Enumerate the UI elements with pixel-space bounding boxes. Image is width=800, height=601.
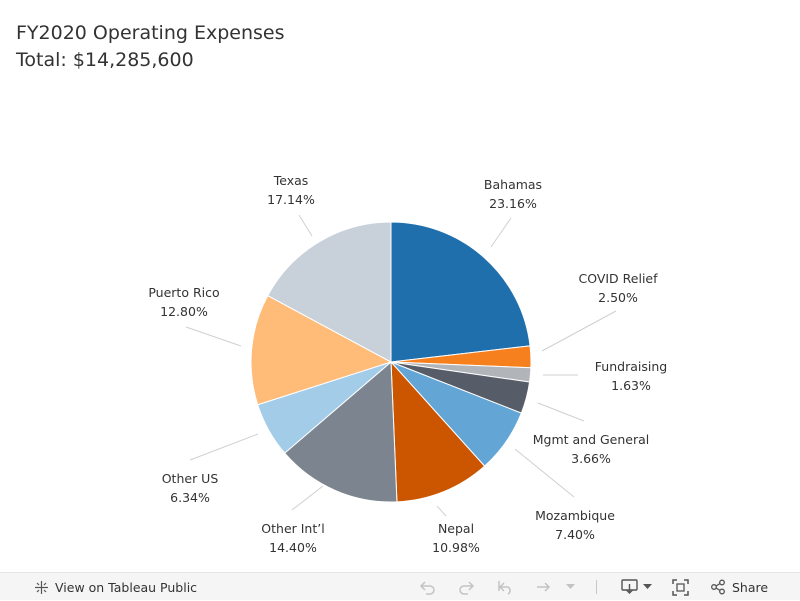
slice-label: Bahamas bbox=[484, 177, 542, 192]
title-block: FY2020 Operating Expenses Total: $14,285… bbox=[16, 20, 285, 74]
slice-label: Nepal bbox=[438, 521, 474, 536]
view-on-tableau-label: View on Tableau Public bbox=[55, 579, 198, 595]
leader-line bbox=[185, 326, 242, 347]
pie-slice[interactable] bbox=[390, 360, 486, 503]
slice-label: Texas bbox=[273, 173, 309, 188]
redo-button[interactable] bbox=[457, 573, 475, 601]
slice-label: Mozambique bbox=[535, 508, 615, 523]
refresh-dropdown[interactable] bbox=[566, 573, 575, 601]
chevron-down-icon bbox=[643, 584, 652, 590]
slice-percent-label: 14.40% bbox=[269, 540, 317, 555]
refresh-icon bbox=[535, 579, 553, 595]
fullscreen-button[interactable] bbox=[672, 573, 689, 601]
slice-percent-label: 23.16% bbox=[489, 196, 537, 211]
tableau-icon bbox=[34, 580, 49, 595]
pie-slices bbox=[250, 221, 532, 503]
refresh-button[interactable] bbox=[535, 573, 553, 601]
revert-button[interactable] bbox=[497, 573, 515, 601]
leader-line bbox=[541, 310, 617, 352]
slice-percent-label: 17.14% bbox=[267, 192, 315, 207]
leader-line bbox=[514, 448, 575, 498]
pie-chart: Bahamas 23.16% COVID Relief 2.50% Fundraisin… bbox=[148, 173, 667, 555]
leader-line bbox=[436, 505, 447, 517]
redo-icon bbox=[457, 579, 475, 595]
revert-icon bbox=[497, 579, 515, 595]
slice-percent-label: 7.40% bbox=[555, 527, 595, 542]
chevron-down-icon bbox=[566, 584, 575, 590]
view-on-tableau-link[interactable]: View on Tableau Public bbox=[34, 573, 197, 601]
slice-percent-label: 1.63% bbox=[611, 378, 651, 393]
share-label: Share bbox=[732, 579, 769, 595]
slice-percent-label: 12.80% bbox=[160, 304, 208, 319]
undo-button[interactable] bbox=[419, 573, 437, 601]
toolbar-divider bbox=[596, 580, 597, 594]
leader-line bbox=[298, 214, 313, 237]
slice-label: Other Int’l bbox=[261, 521, 324, 536]
slice-percent-label: 2.50% bbox=[598, 290, 638, 305]
download-icon bbox=[621, 579, 639, 595]
share-button[interactable]: Share bbox=[710, 573, 768, 601]
slice-label: Fundraising bbox=[595, 359, 667, 374]
leader-line bbox=[537, 402, 585, 422]
slice-label: Puerto Rico bbox=[148, 285, 219, 300]
chart-title: FY2020 Operating Expenses bbox=[16, 22, 285, 44]
fullscreen-icon bbox=[672, 578, 689, 596]
pie-slice[interactable] bbox=[250, 294, 393, 406]
pie-slice[interactable] bbox=[390, 221, 531, 363]
slice-percent-label: 10.98% bbox=[432, 540, 480, 555]
pie-slice[interactable] bbox=[283, 360, 398, 503]
leader-line bbox=[189, 433, 259, 461]
share-icon bbox=[710, 579, 726, 595]
slice-percent-label: 3.66% bbox=[571, 451, 611, 466]
leader-line bbox=[490, 217, 512, 248]
tableau-toolbar: View on Tableau Public bbox=[0, 572, 800, 600]
slice-percent-label: 6.34% bbox=[170, 490, 210, 505]
slice-label: Mgmt and General bbox=[533, 432, 650, 447]
chart-subtitle: Total: $14,285,600 bbox=[16, 49, 194, 71]
slice-label: Other US bbox=[162, 471, 219, 486]
download-button[interactable] bbox=[621, 573, 652, 601]
leader-line bbox=[291, 485, 324, 511]
slice-label: COVID Relief bbox=[578, 271, 658, 286]
undo-icon bbox=[419, 579, 437, 595]
pie-slice[interactable] bbox=[267, 221, 392, 363]
